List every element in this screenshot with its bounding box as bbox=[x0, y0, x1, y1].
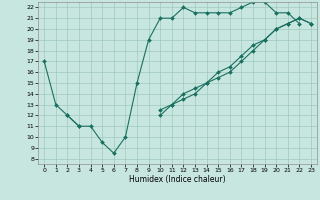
X-axis label: Humidex (Indice chaleur): Humidex (Indice chaleur) bbox=[129, 175, 226, 184]
